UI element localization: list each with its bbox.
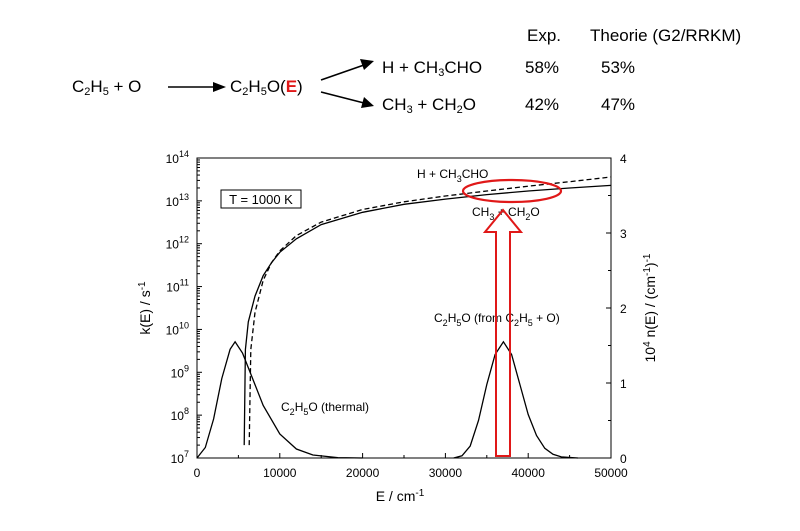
- series-line-2: [243, 184, 612, 446]
- channel-1-products: H + CH3CHO: [382, 58, 483, 79]
- y-left-tick-label: 107: [171, 449, 189, 466]
- y-right-tick-label: 1: [620, 377, 627, 391]
- y-right-axis-title: 104 n(E) / (cm-1)-1: [642, 253, 658, 362]
- intermediate-formula: C2H5O(E): [230, 77, 303, 98]
- y-right-tick-label: 3: [620, 227, 627, 241]
- y-right-tick-label: 4: [620, 152, 627, 166]
- x-tick-label: 40000: [512, 466, 546, 480]
- reactant-formula: C2H5 + O: [72, 77, 142, 98]
- x-axis-ticks: 0 10000 20000 30000 40000 50000: [194, 453, 628, 480]
- branch-arrows: [320, 59, 374, 108]
- y-left-tick-label: 1012: [166, 235, 189, 252]
- series-group: [196, 176, 612, 459]
- y-left-axis-ticks: 107 108 109 1010 1011 1012 1013 1014: [166, 149, 202, 466]
- y-left-tick-label: 1010: [166, 320, 189, 337]
- label-thermal: C2H5O (thermal): [281, 400, 369, 417]
- x-tick-label: 0: [194, 466, 201, 480]
- y-left-tick-label: 108: [171, 406, 189, 423]
- exp-column-header: Exp.: [527, 26, 562, 45]
- y-left-tick-label: 109: [171, 363, 189, 380]
- y-left-tick-label: 1011: [166, 278, 189, 295]
- label-h-ch3cho: H + CH3CHO: [417, 167, 488, 184]
- label-chemical-activation: C2H5O (from C2H5 + O): [434, 311, 560, 328]
- x-tick-label: 50000: [594, 466, 628, 480]
- series-line-1: [248, 176, 612, 446]
- energy-label-e: E: [285, 77, 298, 96]
- y-left-tick-label: 1014: [166, 149, 189, 166]
- channel-2-theory: 47%: [601, 95, 636, 114]
- x-tick-label: 20000: [346, 466, 380, 480]
- highlight-up-arrow: [482, 208, 524, 457]
- channel-2-exp: 42%: [525, 95, 560, 114]
- highlight-ellipse: [461, 178, 563, 204]
- y-right-tick-label: 0: [620, 452, 627, 466]
- temperature-label: T = 1000 K: [229, 192, 293, 207]
- channel-2-products: CH3 + CH2O: [382, 95, 476, 116]
- channel-1-theory: 53%: [601, 58, 636, 77]
- channel-1-exp: 58%: [525, 58, 560, 77]
- y-left-tick-label: 1013: [166, 192, 189, 209]
- series-line-4: [453, 340, 578, 459]
- x-tick-label: 30000: [429, 466, 463, 480]
- y-left-axis-title: k(E) / s-1: [137, 281, 153, 335]
- x-tick-label: 10000: [263, 466, 297, 480]
- x-axis-title: E / cm-1: [376, 488, 425, 504]
- temperature-box: [220, 189, 302, 209]
- y-right-tick-label: 2: [620, 302, 627, 316]
- theory-column-header: Theorie (G2/RRKM): [590, 26, 742, 45]
- reaction-arrow: [168, 82, 226, 92]
- series-line-3: [196, 340, 363, 459]
- label-ch3-ch2o: CH3 + CH2O: [472, 205, 540, 222]
- y-right-axis-ticks: 0 1 2 3 4: [606, 152, 627, 466]
